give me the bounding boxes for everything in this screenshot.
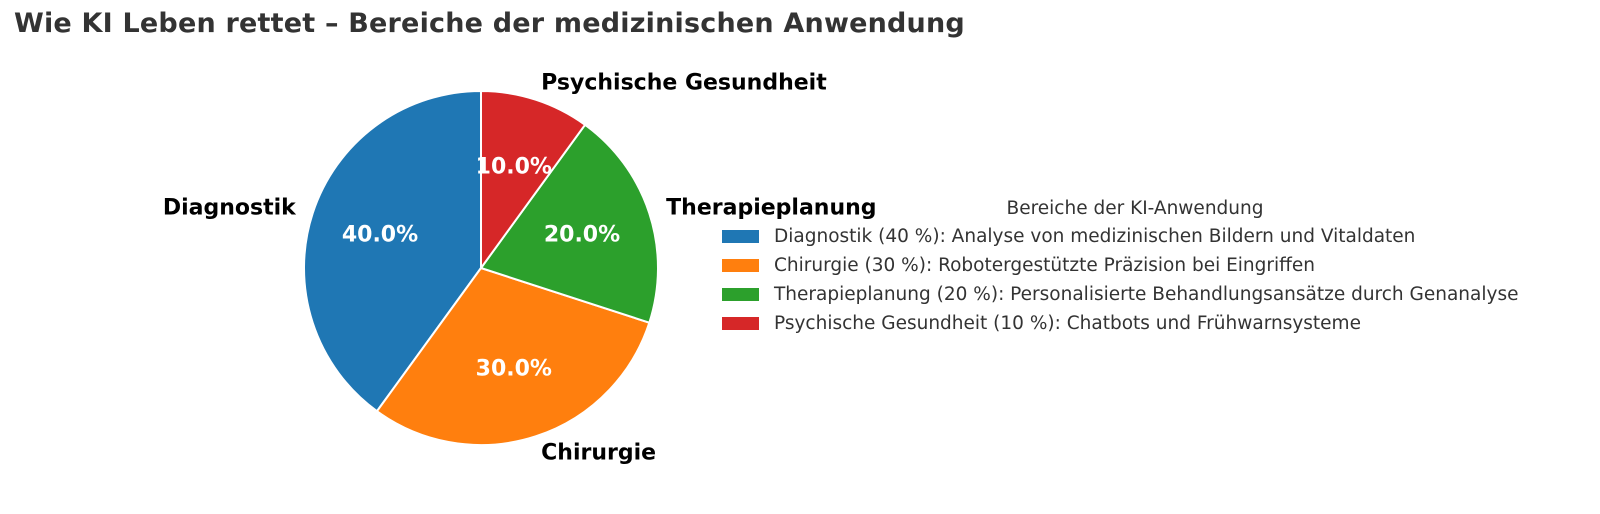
pie-slices [303,90,659,446]
slice-label-diagnostik: Diagnostik [163,195,297,220]
legend-title: Bereiche der KI-Anwendung [1006,198,1264,219]
legend-entry-text: Therapieplanung (20 %): Personalisierte … [774,284,1519,305]
legend: Bereiche der KI-Anwendung Diagnostik (40… [722,196,1548,338]
percent-label-chirurgie: 30.0% [476,357,552,382]
pie-slice-psychische-gesundheit [480,90,587,269]
legend-swatch [722,230,759,243]
chart-title: Wie KI Leben rettet – Bereiche der mediz… [14,8,965,39]
slice-label-chirurgie: Chirurgie [541,441,656,466]
legend-entry-text: Psychische Gesundheit (10 %): Chatbots u… [774,313,1361,334]
slice-labels: Diagnostik Chirurgie Therapieplanung Psychi… [163,70,877,465]
legend-item: Therapieplanung (20 %): Personalisierte … [722,280,1548,309]
legend-swatch [722,259,759,272]
pie-slice-diagnostik [303,90,482,413]
legend-item: Diagnostik (40 %): Analyse von medizinis… [722,222,1548,251]
legend-entry-text: Diagnostik (40 %): Analyse von medizinis… [774,226,1416,247]
percent-label-therapieplanung: 20.0% [544,223,620,248]
slice-label-psychische-gesundheit: Psychische Gesundheit [541,70,827,95]
legend-entry-text: Chirurgie (30 %): Robotergestützte Präzi… [774,255,1315,276]
percent-label-diagnostik: 40.0% [342,223,418,248]
legend-item: Chirurgie (30 %): Robotergestützte Präzi… [722,251,1548,280]
legend-item: Psychische Gesundheit (10 %): Chatbots u… [722,309,1548,338]
legend-swatch [722,288,759,301]
legend-swatch [722,317,759,330]
pie-slice-therapieplanung [480,123,659,324]
pie-slice-chirurgie [375,267,651,446]
legend-items: Diagnostik (40 %): Analyse von medizinis… [722,222,1548,338]
slice-label-therapieplanung: Therapieplanung [666,195,876,220]
percent-labels: 40.0% 30.0% 20.0% 10.0% [342,154,620,381]
percent-label-psychische-gesundheit: 10.0% [476,154,552,179]
